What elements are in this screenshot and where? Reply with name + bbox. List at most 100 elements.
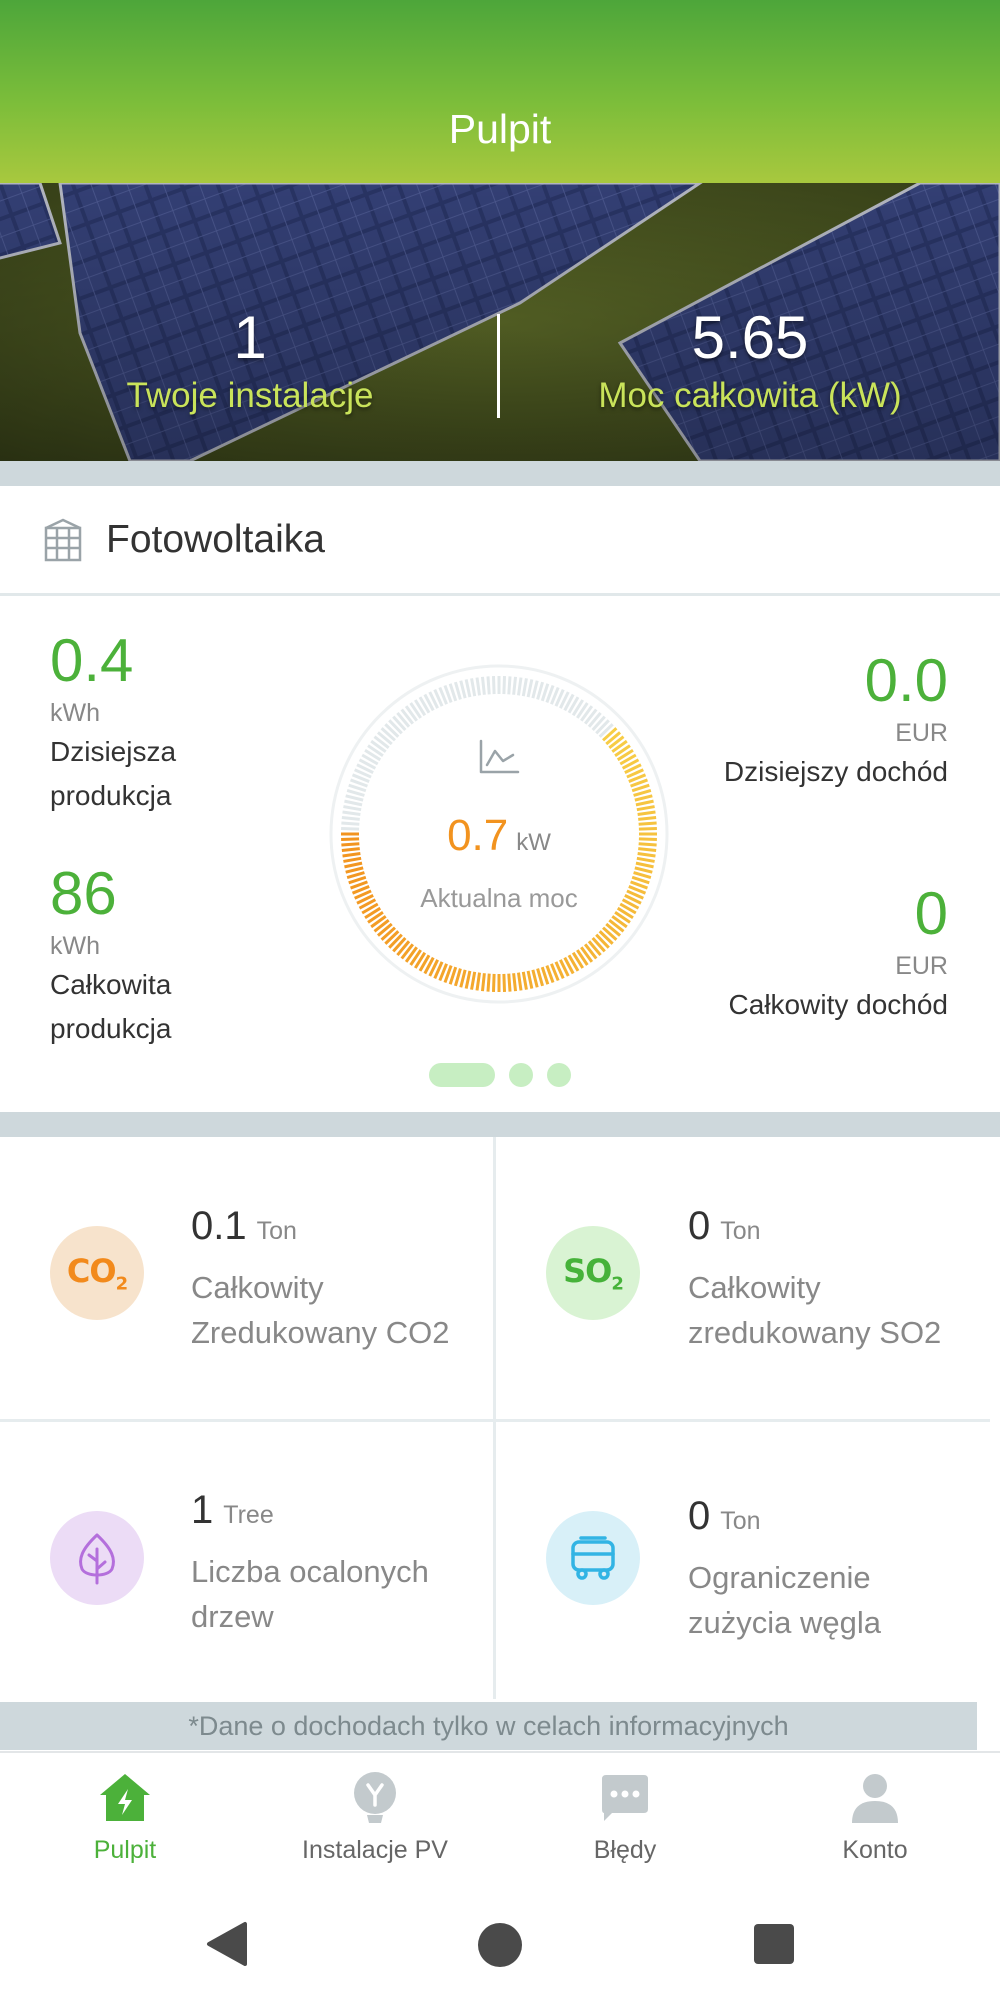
co2-label: Całkowity Zredukowany CO2: [191, 1270, 450, 1350]
gauge-tick: [423, 693, 435, 712]
trees-value-line: 1 Tree: [191, 1488, 429, 1533]
current-power-readout: 0.7 kW: [326, 811, 672, 861]
nav-item-dashboard[interactable]: Pulpit: [0, 1753, 250, 1893]
gauge-tick: [580, 705, 594, 722]
gauge-tick: [619, 753, 637, 766]
bulb-icon: [354, 1772, 396, 1823]
nav-item-errors[interactable]: Błędy: [500, 1753, 750, 1893]
gauge-tick: [345, 794, 364, 802]
coal-reduction: 0 Ton Ograniczenie zużycia węgla: [496, 1422, 990, 1702]
gauge-tick: [591, 937, 606, 953]
nav-item-account[interactable]: Konto: [750, 1753, 1000, 1893]
solar-panels-background: [0, 183, 1000, 461]
gauge-tick: [559, 691, 570, 709]
gauge-tick: [351, 885, 370, 895]
gauge-tick: [361, 753, 379, 766]
co2-reduction: CO2 0.1 Ton Całkowity Zredukowany CO2: [0, 1137, 494, 1417]
gauge-tick: [502, 676, 507, 695]
gauge-tick: [576, 702, 589, 719]
installations-stat[interactable]: 1 Twoje instalacje: [0, 308, 500, 416]
co2-value: 0.1: [191, 1204, 247, 1248]
gauge-tick: [621, 758, 640, 770]
gauge-content: 0.7 kW Aktualna moc: [326, 661, 672, 1007]
gauge-tick: [554, 689, 565, 707]
gauge-tick: [364, 748, 382, 762]
gauge-tick: [536, 968, 544, 987]
current-power-gauge[interactable]: 0.7 kW Aktualna moc: [326, 661, 672, 1007]
gauge-tick: [367, 744, 384, 757]
gauge-tick: [341, 821, 360, 826]
gauge-tick: [595, 933, 610, 949]
gauge-tick: [550, 963, 560, 982]
gauge-tick: [396, 940, 411, 957]
current-power-label: Aktualna moc: [420, 883, 578, 913]
gauge-tick: [404, 705, 418, 722]
gauge-tick: [428, 691, 439, 709]
pv-card[interactable]: Fotowoltaika 0.4 kWh Dzisiejsza produkcj…: [0, 486, 1000, 1112]
total-income-value: 0: [914, 880, 948, 947]
co2-unit: Ton: [256, 1217, 297, 1245]
gauge-tick: [631, 875, 650, 885]
gauge-tick: [356, 763, 374, 774]
pv-card-title: Fotowoltaika: [106, 517, 325, 561]
gauge-tick: [454, 681, 462, 700]
total-production-label-1: Całkowita: [50, 969, 172, 1000]
gauge-tick: [380, 926, 396, 941]
coal-value: 0: [688, 1494, 711, 1538]
gauge-tick: [348, 875, 367, 885]
gauge-tick: [545, 965, 555, 983]
gauge-tick: [605, 922, 622, 937]
back-icon[interactable]: [205, 1921, 247, 1967]
gauge-tick: [480, 973, 486, 992]
gauge-tick: [433, 689, 444, 707]
pager-dot-1[interactable]: [429, 1063, 495, 1087]
gauge-tick: [536, 681, 544, 700]
gauge-tick: [373, 735, 390, 749]
gauge-tick: [630, 778, 648, 788]
gauge-tick: [516, 972, 523, 991]
gauge-tick: [413, 951, 427, 969]
gauge-tick: [540, 966, 550, 985]
gauge-tick: [605, 731, 622, 746]
so2-unit: Ton: [720, 1217, 761, 1245]
gauge-tick: [507, 676, 512, 695]
gauge-tick: [438, 686, 448, 705]
gauge-tick: [370, 739, 387, 753]
home-icon[interactable]: [477, 1922, 523, 1968]
so2-icon: SO2: [546, 1226, 640, 1320]
recents-icon[interactable]: [753, 1923, 795, 1965]
pager-dot-2[interactable]: [509, 1063, 533, 1087]
gauge-tick: [475, 677, 482, 696]
gauge-tick: [550, 686, 560, 705]
gauge-tick: [486, 676, 491, 695]
pager-dot-3[interactable]: [547, 1063, 571, 1087]
gauge-tick: [526, 679, 534, 698]
gauge-tick: [400, 708, 414, 725]
card-pager[interactable]: [0, 1063, 1000, 1087]
total-income-unit: EUR: [895, 952, 948, 980]
gauge-tick: [624, 763, 642, 774]
gauge-tick: [635, 861, 654, 869]
gauge-tick: [521, 678, 528, 697]
today-income-unit: EUR: [895, 719, 948, 747]
gauge-tick: [342, 810, 361, 817]
gauge-tick: [621, 898, 640, 910]
gauge-tick: [637, 810, 656, 817]
total-power-label: Moc całkowita (kW): [598, 376, 902, 415]
nav-label-dashboard: Pulpit: [93, 1836, 157, 1864]
nav-item-installations[interactable]: Instalacje PV: [250, 1753, 500, 1893]
gauge-tick: [345, 866, 364, 874]
gauge-tick: [635, 799, 654, 807]
section-separator: [0, 461, 1000, 486]
gauge-tick: [567, 954, 580, 972]
today-income-value: 0.0: [864, 647, 948, 714]
gauge-tick: [602, 926, 618, 941]
gauge-tick: [418, 696, 431, 714]
income-disclaimer: *Dane o dochodach tylko w celach informa…: [0, 1702, 977, 1750]
gauge-tick: [392, 715, 407, 731]
gauge-tick: [459, 969, 467, 988]
gauge-tick: [443, 965, 453, 983]
gauge-tick: [392, 937, 407, 953]
gauge-tick: [380, 727, 396, 742]
gauge-tick: [638, 826, 657, 831]
